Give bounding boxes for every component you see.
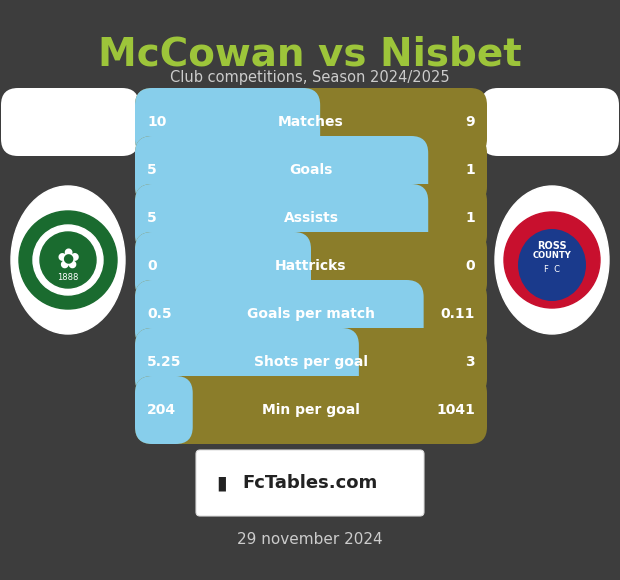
FancyBboxPatch shape — [196, 450, 424, 516]
FancyBboxPatch shape — [135, 136, 487, 204]
Text: Shots per goal: Shots per goal — [254, 355, 368, 369]
FancyBboxPatch shape — [135, 88, 320, 156]
Text: 1: 1 — [465, 163, 475, 177]
Text: ✿: ✿ — [56, 246, 79, 274]
Text: 5.25: 5.25 — [147, 355, 182, 369]
Text: FcTables.com: FcTables.com — [242, 474, 378, 492]
FancyBboxPatch shape — [135, 280, 487, 348]
Text: McCowan vs Nisbet: McCowan vs Nisbet — [98, 35, 522, 73]
FancyBboxPatch shape — [135, 88, 487, 156]
Circle shape — [504, 212, 600, 308]
Ellipse shape — [518, 229, 586, 301]
Circle shape — [16, 208, 120, 312]
FancyBboxPatch shape — [135, 136, 428, 204]
Text: 204: 204 — [147, 403, 176, 417]
Text: 0.11: 0.11 — [441, 307, 475, 321]
Text: Hattricks: Hattricks — [275, 259, 347, 273]
Ellipse shape — [11, 186, 125, 334]
Circle shape — [19, 211, 117, 309]
Text: 5: 5 — [147, 211, 157, 225]
Ellipse shape — [495, 186, 609, 334]
Circle shape — [33, 225, 103, 295]
Circle shape — [500, 208, 604, 312]
Text: Club competitions, Season 2024/2025: Club competitions, Season 2024/2025 — [170, 70, 450, 85]
Text: 0.5: 0.5 — [147, 307, 172, 321]
FancyBboxPatch shape — [135, 184, 487, 252]
Text: 3: 3 — [466, 355, 475, 369]
Text: Goals: Goals — [290, 163, 333, 177]
Text: 1888: 1888 — [57, 274, 79, 282]
Text: 0: 0 — [466, 259, 475, 273]
FancyBboxPatch shape — [135, 184, 428, 252]
Text: 0: 0 — [147, 259, 157, 273]
FancyBboxPatch shape — [135, 376, 193, 444]
FancyBboxPatch shape — [135, 328, 487, 396]
Circle shape — [40, 232, 96, 288]
FancyBboxPatch shape — [135, 232, 487, 300]
Text: F  C: F C — [544, 266, 560, 274]
Text: 5: 5 — [147, 163, 157, 177]
Text: 9: 9 — [466, 115, 475, 129]
FancyBboxPatch shape — [135, 280, 423, 348]
FancyBboxPatch shape — [1, 88, 139, 156]
Text: 29 november 2024: 29 november 2024 — [237, 532, 383, 548]
Text: ROSS: ROSS — [537, 241, 567, 251]
FancyBboxPatch shape — [135, 328, 359, 396]
FancyBboxPatch shape — [135, 376, 487, 444]
Text: Matches: Matches — [278, 115, 344, 129]
FancyBboxPatch shape — [135, 232, 311, 300]
Text: Goals per match: Goals per match — [247, 307, 375, 321]
FancyBboxPatch shape — [481, 88, 619, 156]
Text: 10: 10 — [147, 115, 166, 129]
Text: COUNTY: COUNTY — [533, 252, 572, 260]
Text: Assists: Assists — [283, 211, 339, 225]
Text: 1041: 1041 — [436, 403, 475, 417]
Text: Min per goal: Min per goal — [262, 403, 360, 417]
Text: ▮: ▮ — [216, 473, 228, 492]
Text: 1: 1 — [465, 211, 475, 225]
